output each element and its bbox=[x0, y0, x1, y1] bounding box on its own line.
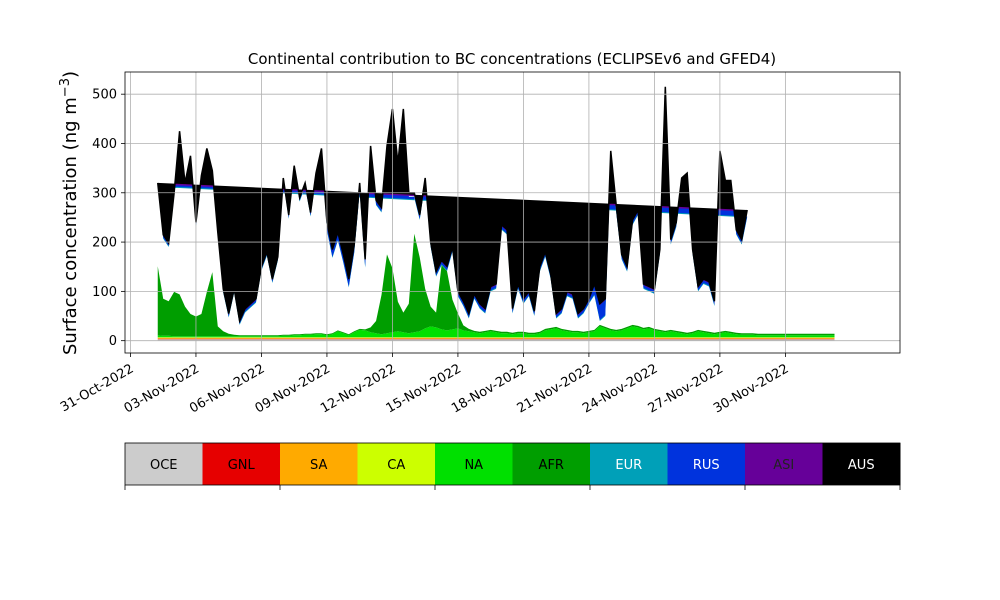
legend-item-rus: RUS bbox=[667, 443, 746, 485]
chart-title: Continental contribution to BC concentra… bbox=[248, 50, 776, 68]
y-axis-label-close: ) bbox=[60, 71, 81, 78]
y-axis-label-exponent: −3 bbox=[58, 78, 73, 97]
y-tick-label: 100 bbox=[92, 285, 117, 300]
legend-swatch bbox=[512, 443, 591, 485]
legend-swatch bbox=[745, 443, 823, 485]
legend-label: ASI bbox=[773, 458, 794, 473]
legend-item-na: NA bbox=[435, 443, 513, 485]
y-axis-label-main: Surface concentration (ng m bbox=[60, 97, 81, 355]
legend-frame bbox=[124, 442, 901, 486]
legend-label: RUS bbox=[693, 458, 720, 473]
area-na bbox=[157, 326, 835, 338]
legend-label: AUS bbox=[848, 458, 875, 473]
legend-item-aus: AUS bbox=[822, 443, 901, 485]
legend-label: SA bbox=[310, 458, 327, 473]
legend-swatch bbox=[435, 443, 513, 485]
legend-item-ca: CA bbox=[357, 443, 436, 485]
total-outline bbox=[157, 86, 748, 324]
legend-item-sa: SA bbox=[280, 443, 358, 485]
plot-area: 010020030040050031-Oct-202203-Nov-202206… bbox=[58, 71, 901, 416]
y-tick-label: 300 bbox=[92, 186, 117, 201]
legend-item-oce: OCE bbox=[125, 443, 203, 485]
legend-label: CA bbox=[387, 458, 405, 473]
y-axis-label: Surface concentration (ng m−3) bbox=[58, 71, 81, 355]
y-tick-label: 0 bbox=[109, 334, 117, 349]
y-tick-label: 200 bbox=[92, 236, 117, 251]
legend-item-gnl: GNL bbox=[202, 443, 281, 485]
legend-swatch bbox=[822, 443, 901, 485]
axes-frame bbox=[124, 71, 901, 354]
legend-swatch bbox=[280, 443, 358, 485]
legend-item-asi: ASI bbox=[745, 443, 823, 485]
y-tick-label: 400 bbox=[92, 137, 117, 152]
legend-swatch bbox=[202, 443, 281, 485]
legend-swatch bbox=[357, 443, 436, 485]
y-tick-label: 500 bbox=[92, 88, 117, 103]
legend-swatch bbox=[667, 443, 746, 485]
legend-label: GNL bbox=[228, 458, 256, 473]
legend-label: OCE bbox=[150, 458, 178, 473]
legend-swatch bbox=[125, 443, 203, 485]
legend-label: AFR bbox=[539, 458, 564, 473]
legend: OCE GNL SA CA NA AFR EUR RUS ASI AUS bbox=[124, 442, 901, 490]
legend-item-afr: AFR bbox=[512, 443, 591, 485]
legend-label: NA bbox=[464, 458, 483, 473]
area-aus bbox=[157, 86, 748, 321]
area-sa bbox=[157, 337, 835, 339]
legend-swatch bbox=[590, 443, 668, 485]
legend-label: EUR bbox=[615, 458, 642, 473]
legend-item-eur: EUR bbox=[590, 443, 668, 485]
